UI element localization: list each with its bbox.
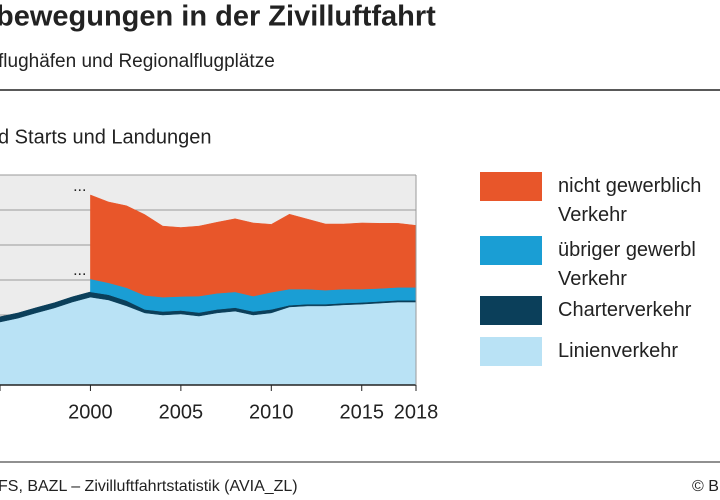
legend-item: übriger gewerbl Verkehr (480, 236, 720, 292)
legend-label: Charterverkehr (558, 299, 692, 321)
legend-swatch (480, 337, 542, 366)
legend-label: übriger gewerbl Verkehr (558, 239, 696, 290)
copyright: © B (692, 478, 719, 495)
annotation: ... (73, 178, 86, 195)
legend-item: Charterverkehr (480, 296, 720, 352)
legend-item: Linienverkehr (480, 337, 720, 393)
y-axis-label: d Starts und Landungen (0, 126, 212, 148)
legend-label: nicht gewerblich Verkehr (558, 175, 702, 226)
x-tick-label: 2000 (68, 401, 113, 423)
legend-item: nicht gewerblich Verkehr (480, 172, 720, 228)
annotation: ... (73, 262, 86, 279)
legend-label: Linienverkehr (558, 340, 679, 362)
source: FS, BAZL – Zivilluftfahrtstatistik (AVIA… (0, 478, 298, 495)
x-tick-label: 2005 (159, 401, 204, 423)
x-tick-label: 2015 (339, 401, 384, 423)
chart-title: bewegungen in der Zivilluftfahrt (0, 1, 436, 33)
x-tick-label: 2018 (394, 401, 439, 423)
legend-swatch (480, 172, 542, 201)
legend-swatch (480, 296, 542, 325)
legend-swatch (480, 236, 542, 265)
x-tick-label: 2010 (249, 401, 294, 423)
chart-subtitle: flughäfen und Regionalflugplätze (0, 51, 275, 72)
